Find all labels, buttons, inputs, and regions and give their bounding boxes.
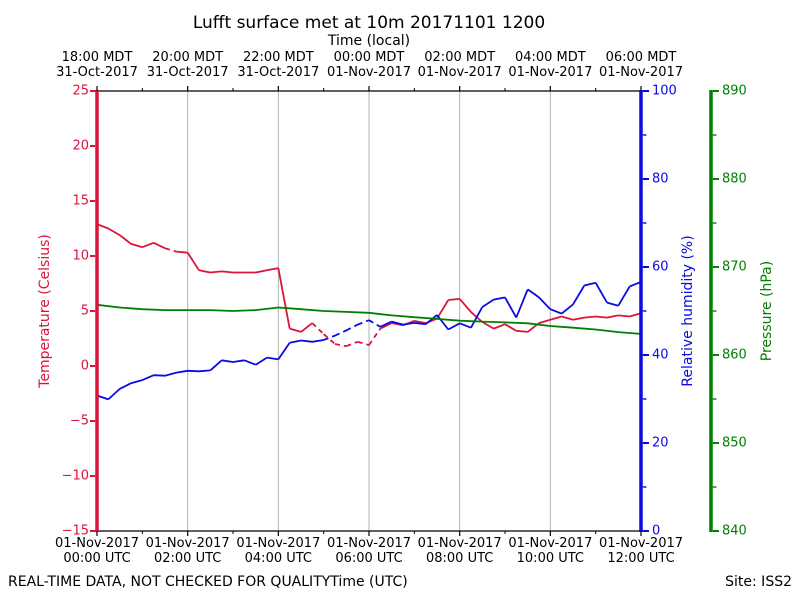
top-tick-label-line: 18:00 MDT — [61, 50, 133, 65]
bottom-tick-label: 01-Nov-2017 00:00 UTC — [54, 536, 140, 566]
top-tick-label: 04:00 MDT 01-Nov-2017 — [508, 50, 593, 80]
top-tick-label-line: 31-Oct-2017 — [146, 64, 229, 80]
pressure-tick-label: 860 — [722, 347, 747, 363]
bottom-tick-label: 01-Nov-2017 02:00 UTC — [145, 536, 230, 566]
pressure-tick-label: 880 — [722, 171, 747, 187]
pressure-tick-label: 890 — [722, 83, 747, 99]
top-tick-label-line: 20:00 MDT — [152, 50, 224, 65]
temperature-axis-title: Temperature (Celsius) — [37, 234, 53, 388]
bottom-tick-label-line: 01-Nov-2017 — [54, 536, 140, 551]
bottom-axis-title: Time (UTC) — [330, 574, 408, 590]
pressure-tick-label: 840 — [722, 523, 747, 539]
temperature-line-dashed — [164, 247, 382, 348]
temperature-tick-label: 5 — [80, 303, 89, 319]
top-tick-label-line: 01-Nov-2017 — [417, 64, 502, 80]
top-tick-label-line: 04:00 MDT — [514, 50, 586, 65]
humidity-tick-label: 0 — [652, 523, 661, 539]
temperature-tick-label: 0 — [80, 358, 89, 374]
temperature-tick-label: −5 — [69, 413, 89, 429]
temperature-tick-label: −15 — [61, 523, 89, 539]
bottom-tick-label-line: 12:00 UTC — [607, 550, 675, 566]
bottom-tick-label: 01-Nov-2017 06:00 UTC — [326, 536, 412, 566]
top-tick-label-line: 22:00 MDT — [242, 50, 314, 65]
bottom-tick-label-line: 10:00 UTC — [516, 550, 585, 566]
relative-humidity-line — [96, 281, 642, 401]
bottom-tick-label-line: 01-Nov-2017 — [508, 536, 593, 551]
top-axis-title: Time (local) — [327, 33, 411, 49]
top-tick-label-line: 01-Nov-2017 — [326, 64, 412, 80]
humidity-axis-title: Relative humidity (%) — [680, 235, 696, 387]
pressure-axis-title: Pressure (hPa) — [759, 260, 775, 362]
humidity-tick-label: 40 — [652, 347, 669, 363]
top-tick-label-line: 06:00 MDT — [605, 50, 677, 65]
bottom-tick-label-line: 04:00 UTC — [244, 550, 313, 566]
temperature-tick-label: 25 — [72, 83, 89, 99]
relative-humidity-line-dashed — [323, 319, 381, 341]
top-tick-label-line: 02:00 MDT — [424, 50, 496, 65]
pressure-line — [96, 303, 642, 335]
temperature-tick-label: 10 — [72, 248, 89, 264]
top-tick-label: 02:00 MDT 01-Nov-2017 — [417, 50, 502, 80]
bottom-tick-label-line: 01-Nov-2017 — [236, 536, 321, 551]
top-tick-label-line: 00:00 MDT — [333, 50, 405, 65]
top-tick-label: 22:00 MDT 31-Oct-2017 — [237, 50, 320, 80]
bottom-tick-label-line: 06:00 UTC — [335, 550, 403, 566]
bottom-tick-label: 01-Nov-2017 04:00 UTC — [236, 536, 321, 566]
temperature-line — [96, 223, 642, 333]
top-tick-label: 00:00 MDT 01-Nov-2017 — [326, 50, 412, 80]
temperature-tick-label: −10 — [61, 468, 89, 484]
bottom-tick-label: 01-Nov-2017 12:00 UTC — [598, 536, 684, 566]
top-tick-label: 06:00 MDT 01-Nov-2017 — [598, 50, 684, 80]
humidity-tick-label: 20 — [652, 435, 669, 451]
temperature-tick-label: 20 — [72, 138, 89, 154]
top-tick-label-line: 31-Oct-2017 — [237, 64, 320, 80]
site-label: Site: ISS2 — [725, 574, 792, 590]
chart-title: Lufft surface met at 10m 20171101 1200 — [192, 13, 546, 33]
humidity-tick-label: 60 — [652, 259, 669, 275]
temperature-tick-label: 15 — [72, 193, 89, 209]
bottom-tick-label-line: 01-Nov-2017 — [598, 536, 684, 551]
bottom-tick-label-line: 01-Nov-2017 — [326, 536, 412, 551]
bottom-tick-label: 01-Nov-2017 10:00 UTC — [508, 536, 593, 566]
humidity-tick-label: 80 — [652, 171, 669, 187]
quality-disclaimer: REAL-TIME DATA, NOT CHECKED FOR QUALITY — [8, 574, 331, 590]
bottom-tick-label-line: 01-Nov-2017 — [145, 536, 230, 551]
humidity-tick-label: 100 — [652, 83, 677, 99]
top-tick-label-line: 01-Nov-2017 — [598, 64, 684, 80]
bottom-tick-label-line: 00:00 UTC — [63, 550, 131, 566]
top-tick-label: 18:00 MDT 31-Oct-2017 — [56, 50, 138, 80]
top-tick-label-line: 31-Oct-2017 — [56, 64, 138, 80]
bottom-tick-label-line: 08:00 UTC — [425, 550, 494, 566]
pressure-tick-label: 870 — [722, 259, 747, 275]
bottom-tick-label-line: 01-Nov-2017 — [417, 536, 502, 551]
bottom-tick-label-line: 02:00 UTC — [153, 550, 222, 566]
pressure-tick-label: 850 — [722, 435, 747, 451]
bottom-tick-label: 01-Nov-2017 08:00 UTC — [417, 536, 502, 566]
top-tick-label-line: 01-Nov-2017 — [508, 64, 593, 80]
top-tick-label: 20:00 MDT 31-Oct-2017 — [146, 50, 229, 80]
